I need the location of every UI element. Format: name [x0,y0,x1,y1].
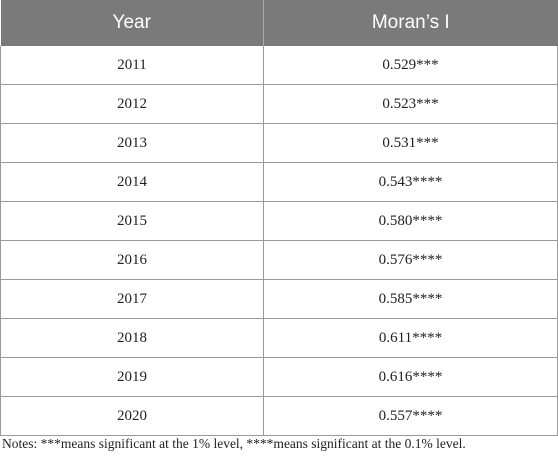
cell-morans-i: 0.557**** [263,396,558,436]
cell-year: 2011 [0,46,264,85]
table-row: 2015 0.580**** [0,201,558,241]
cell-year: 2019 [0,357,264,397]
table-row: 2016 0.576**** [0,240,558,280]
cell-year: 2020 [0,396,264,436]
cell-morans-i: 0.580**** [263,201,558,241]
table-notes: Notes: ***means significant at the 1% le… [2,436,466,451]
cell-morans-i: 0.611**** [263,318,558,358]
morans-i-table: Year Moran’s I 2011 0.529*** 2012 0.523*… [0,0,558,436]
cell-year: 2015 [0,201,264,241]
morans-i-table-container: Year Moran’s I 2011 0.529*** 2012 0.523*… [0,0,558,436]
cell-morans-i: 0.543**** [263,162,558,202]
cell-year: 2018 [0,318,264,358]
cell-morans-i: 0.585**** [263,279,558,319]
table-row: 2019 0.616**** [0,357,558,397]
cell-year: 2016 [0,240,264,280]
table-row: 2014 0.543**** [0,162,558,202]
table-row: 2012 0.523*** [0,84,558,124]
header-row: Year Moran’s I [0,0,558,46]
cell-morans-i: 0.576**** [263,240,558,280]
header-year: Year [0,0,264,46]
table-row: 2017 0.585**** [0,279,558,319]
cell-year: 2013 [0,123,264,163]
table-row: 2011 0.529*** [0,46,558,85]
cell-year: 2017 [0,279,264,319]
table-row: 2018 0.611**** [0,318,558,358]
cell-morans-i: 0.529*** [263,46,558,85]
table-header: Year Moran’s I [0,0,558,46]
table-row: 2020 0.557**** [0,396,558,436]
cell-morans-i: 0.523*** [263,84,558,124]
header-morans-i: Moran’s I [263,0,558,46]
cell-year: 2012 [0,84,264,124]
table-row: 2013 0.531*** [0,123,558,163]
table-body: 2011 0.529*** 2012 0.523*** 2013 0.531**… [0,46,558,436]
cell-year: 2014 [0,162,264,202]
cell-morans-i: 0.531*** [263,123,558,163]
cell-morans-i: 0.616**** [263,357,558,397]
